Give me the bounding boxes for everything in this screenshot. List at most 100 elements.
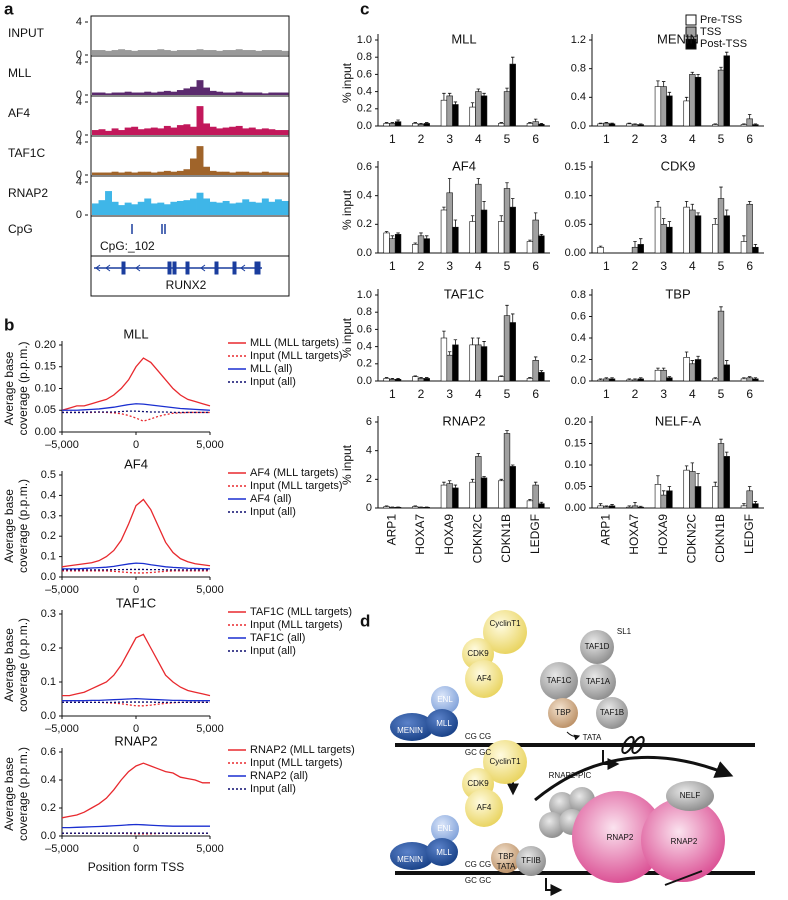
bar bbox=[412, 244, 419, 254]
bar bbox=[752, 246, 759, 254]
y-tick-label: 0.4 bbox=[357, 190, 372, 202]
bar bbox=[538, 372, 545, 382]
bar bbox=[654, 369, 662, 382]
error-bar bbox=[719, 66, 723, 71]
error-bar bbox=[661, 81, 666, 87]
bar bbox=[475, 344, 482, 382]
signal-bar bbox=[92, 203, 99, 215]
y-tick-label: 0 bbox=[366, 502, 372, 514]
error-bar bbox=[656, 367, 660, 371]
nucleosome bbox=[621, 735, 645, 755]
x-tick-label: 2 bbox=[418, 132, 425, 146]
label: CDK9 bbox=[467, 779, 489, 788]
bar bbox=[526, 500, 534, 509]
legend-label: Pre-TSS bbox=[700, 14, 742, 26]
line bbox=[62, 411, 210, 422]
y-tick-label: 0.8 bbox=[357, 306, 372, 318]
bar bbox=[509, 63, 516, 127]
signal-bar bbox=[98, 92, 106, 95]
axis bbox=[61, 341, 210, 433]
error-bar bbox=[419, 232, 423, 236]
error-bar bbox=[713, 377, 717, 379]
y-tick-label: 0.8 bbox=[357, 51, 372, 63]
signal-bar bbox=[203, 50, 210, 55]
line bbox=[62, 823, 210, 829]
x-tick-label: 1 bbox=[389, 132, 396, 146]
signal-bar bbox=[242, 199, 250, 215]
signal-bar bbox=[170, 91, 178, 95]
signal-bar bbox=[118, 49, 126, 55]
bar bbox=[660, 86, 667, 127]
bar bbox=[683, 469, 690, 509]
y-axis-label: Average base bbox=[2, 351, 16, 425]
y-axis-label: coverage (p.p.m.) bbox=[16, 341, 30, 435]
signal-bar bbox=[209, 201, 217, 215]
bar bbox=[423, 123, 430, 127]
error-bar bbox=[725, 51, 729, 56]
bar bbox=[383, 378, 390, 382]
signal-bar bbox=[268, 129, 276, 135]
x-tick-label: 4 bbox=[475, 259, 482, 273]
line bbox=[62, 633, 211, 697]
signal-bar bbox=[137, 201, 145, 215]
y-tick-label: 0 bbox=[76, 49, 82, 61]
y-tick-label: 4 bbox=[76, 136, 82, 148]
y-tick-label: 0.2 bbox=[571, 353, 586, 365]
x-tick-label: –5,000 bbox=[45, 439, 79, 451]
legend-label: AF4 (all) bbox=[250, 493, 292, 505]
bar bbox=[423, 378, 430, 382]
signal-bar bbox=[150, 50, 158, 55]
x-tick-label: 5 bbox=[504, 132, 511, 146]
error-bar bbox=[696, 74, 700, 78]
x-tick-label: 6 bbox=[532, 259, 539, 273]
signal-bar bbox=[157, 202, 165, 215]
signal-bar bbox=[111, 171, 119, 175]
y-tick-label: 0.2 bbox=[41, 802, 56, 814]
y-axis-label: % input bbox=[340, 317, 354, 358]
error-bar bbox=[656, 80, 660, 87]
bar bbox=[394, 121, 402, 127]
y-tick-label: 0.4 bbox=[571, 91, 586, 103]
legend-swatch bbox=[685, 26, 697, 38]
signal-bar bbox=[281, 130, 289, 135]
legend-label: TSS bbox=[700, 26, 721, 38]
signal-bar bbox=[105, 50, 112, 55]
signal-bar bbox=[222, 171, 230, 175]
legend-label: Input (all) bbox=[250, 783, 296, 795]
error-bar bbox=[610, 377, 614, 379]
signal-bar bbox=[176, 125, 184, 135]
label: TFIIB bbox=[521, 856, 541, 865]
signal-bar bbox=[98, 200, 106, 215]
y-tick-label: 0.2 bbox=[357, 218, 372, 230]
track-label: CpG bbox=[8, 222, 33, 236]
x-tick-label: LEDGF bbox=[742, 514, 756, 554]
error-bar bbox=[753, 123, 758, 125]
error-bar bbox=[753, 501, 758, 504]
label: AF4 bbox=[477, 803, 492, 812]
bar bbox=[712, 378, 719, 382]
y-tick-label: 2 bbox=[366, 473, 372, 485]
legend-label: Input (MLL targets) bbox=[250, 757, 343, 769]
chart-title: RNAP2 bbox=[442, 413, 485, 428]
error-bar bbox=[667, 486, 672, 491]
error-bar bbox=[690, 203, 695, 210]
x-tick-label: 6 bbox=[532, 387, 539, 401]
protein bbox=[596, 697, 628, 729]
legend-label: Input (all) bbox=[250, 506, 296, 518]
error-bar bbox=[539, 370, 544, 373]
error-bar bbox=[528, 499, 532, 501]
error-bar bbox=[447, 480, 452, 484]
error-bar bbox=[505, 87, 509, 92]
error-bar bbox=[598, 245, 603, 248]
error-bar bbox=[667, 91, 672, 96]
bar bbox=[723, 215, 730, 254]
label: TBP bbox=[555, 708, 571, 717]
signal-bar bbox=[170, 201, 178, 215]
legend-label: TAF1C (all) bbox=[250, 632, 305, 644]
bar bbox=[654, 86, 662, 127]
error-bar bbox=[633, 378, 637, 380]
signal-bar bbox=[255, 202, 263, 215]
signal-bar bbox=[248, 127, 256, 135]
bar bbox=[631, 505, 639, 509]
